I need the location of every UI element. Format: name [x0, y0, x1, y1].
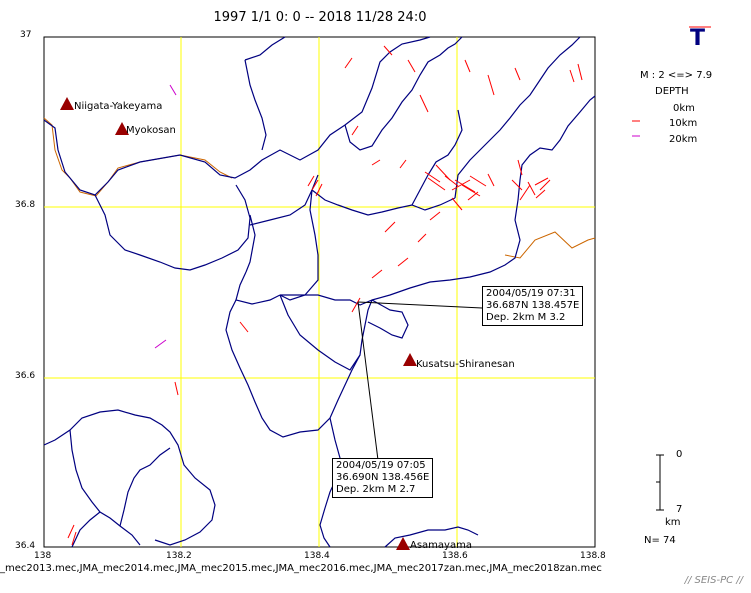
callout-coords: 36.687N 138.457E [486, 300, 580, 311]
software-credit: // SEIS-PC // [684, 575, 743, 586]
callout-depth-mag: Dep. 2km M 2.7 [336, 484, 416, 495]
y-tick-label: 36.4 [15, 541, 36, 551]
depth-label: 0km [673, 103, 695, 114]
volcano-icon [396, 537, 410, 550]
x-tick-label: 138.8 [580, 551, 606, 561]
depth-label: 10km [669, 118, 698, 129]
y-tick-label: 37 [20, 30, 32, 40]
x-tick-label: 138 [34, 551, 52, 561]
event-callout: 2004/05/19 07:31 36.687N 138.457E Dep. 2… [482, 286, 584, 326]
volcano-icon [403, 353, 417, 366]
x-tick-label: 138.2 [166, 551, 192, 561]
volcano-label: Kusatsu-Shiranesan [416, 359, 515, 370]
y-tick-label: 36.8 [15, 200, 36, 210]
depth-label: 20km [669, 134, 698, 145]
depth-title: DEPTH [655, 86, 689, 97]
x-tick-label: 138.4 [304, 551, 330, 561]
mechanism-type-symbol: T [690, 26, 706, 51]
y-tick-label: 36.6 [15, 371, 36, 381]
volcano-label: Myokosan [126, 125, 176, 136]
grid-lines [44, 37, 595, 547]
event-count: N= 74 [644, 535, 676, 546]
callout-time: 2004/05/19 07:31 [486, 288, 576, 299]
length-scale [656, 454, 664, 511]
volcano-icon [115, 122, 129, 135]
volcano-icon [60, 97, 74, 110]
map-title: 1997 1/1 0: 0 -- 2018 11/28 24:0 [213, 10, 427, 25]
callout-leaders [357, 301, 483, 461]
x-tick-label: 138.6 [442, 551, 468, 561]
coastline [43, 117, 596, 259]
deep-mechanism-bars [154, 84, 177, 349]
scale-unit: km [665, 517, 681, 528]
volcano-label: Asamayama [410, 540, 472, 551]
magnitude-range: M : 2 <=> 7.9 [640, 70, 713, 81]
volcano-label: Niigata-Yakeyama [74, 101, 163, 112]
mechanism-bars [67, 45, 583, 546]
scale-top-label: 0 [676, 449, 683, 460]
scale-bottom-label: 7 [676, 504, 683, 515]
callout-coords: 36.690N 138.456E [336, 472, 430, 483]
callout-depth-mag: Dep. 2km M 3.2 [486, 312, 566, 323]
volcano-markers [60, 97, 417, 550]
data-files-list: _mec2013.mec,JMA_mec2014.mec,JMA_mec2015… [0, 563, 602, 574]
event-callout: 2004/05/19 07:05 36.690N 138.456E Dep. 2… [332, 458, 434, 498]
callout-time: 2004/05/19 07:05 [336, 460, 426, 471]
admin-boundaries [43, 36, 596, 548]
